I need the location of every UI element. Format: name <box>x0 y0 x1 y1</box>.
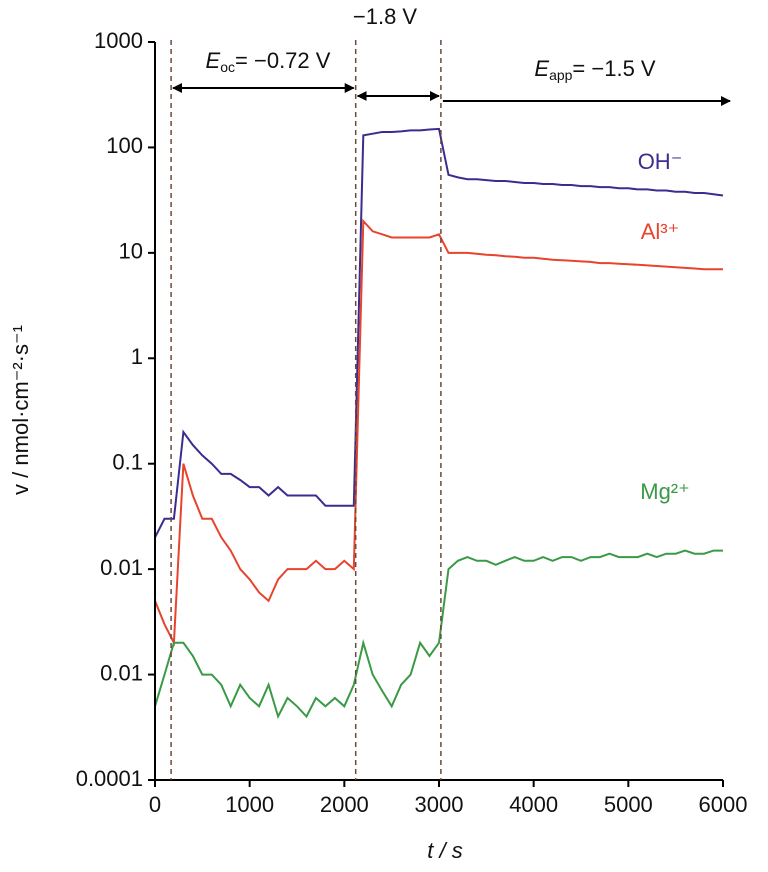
x-tick-label: 2000 <box>320 792 369 817</box>
annotation-text: −1.8 V <box>353 4 418 29</box>
annotation: Eapp= −1.5 V <box>534 56 656 83</box>
annotation-text: = −1.5 V <box>572 56 656 81</box>
x-tick-label: 4000 <box>509 792 558 817</box>
x-axis-label: t / s <box>427 838 462 863</box>
series-label: Al³⁺ <box>641 219 680 244</box>
series-label: OH⁻ <box>638 149 683 174</box>
annotation-text: = −0.72 V <box>235 48 331 73</box>
x-tick-label: 6000 <box>699 792 748 817</box>
series-line <box>154 127 724 538</box>
y-tick-label: 1 <box>131 344 143 369</box>
annotation-symbol: E <box>206 48 221 73</box>
y-tick-label: 0.0001 <box>76 766 143 791</box>
y-axis-label: v / nmol·cm⁻²·s⁻¹ <box>8 325 33 495</box>
y-tick-label: 10 <box>119 239 143 264</box>
annotation-symbol: E <box>534 56 549 81</box>
y-tick-label: 0.01 <box>100 555 143 580</box>
annotation-subscript: app <box>549 67 573 83</box>
x-tick-label: 5000 <box>604 792 653 817</box>
x-tick-label: 0 <box>149 792 161 817</box>
x-tick-label: 1000 <box>225 792 274 817</box>
series-line <box>154 218 723 647</box>
annotation: Eoc= −0.72 V <box>206 48 331 75</box>
y-tick-label: 1000 <box>94 28 143 53</box>
y-tick-label: 100 <box>106 133 143 158</box>
annotation-subscript: oc <box>220 59 235 75</box>
annotation: −1.8 V <box>353 4 418 29</box>
series-label: Mg²⁺ <box>640 479 690 504</box>
x-tick-label: 3000 <box>415 792 464 817</box>
y-tick-label: 0.1 <box>112 450 143 475</box>
series-line <box>154 549 723 720</box>
y-tick-label: 0.01 <box>100 660 143 685</box>
